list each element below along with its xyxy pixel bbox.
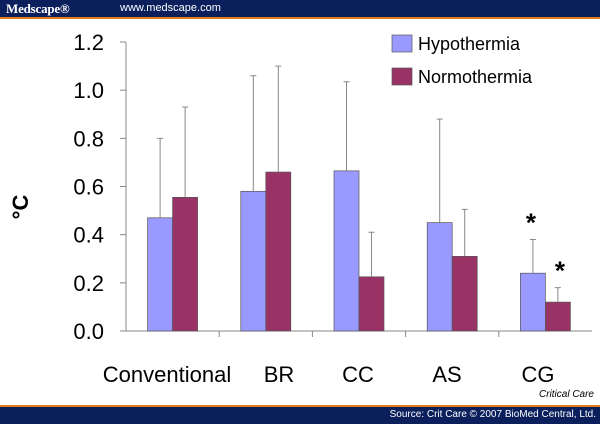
bar-hypothermia — [520, 272, 546, 332]
legend: Hypothermia Normothermia — [391, 34, 533, 87]
legend-swatch-normothermia — [391, 67, 413, 86]
bar-hypothermia — [426, 222, 453, 332]
y-tick-label: 0.0 — [73, 319, 104, 344]
x-tick-label: CG — [522, 362, 555, 387]
bar-normothermia — [451, 255, 478, 332]
y-tick-label: 0.8 — [73, 126, 104, 151]
bar-normothermia — [172, 196, 198, 332]
x-tick-label: AS — [432, 362, 461, 387]
footer-bar: Source: Crit Care © 2007 BioMed Central,… — [0, 405, 600, 424]
significance-asterisk: * — [555, 256, 566, 286]
x-tick-label: CC — [342, 362, 374, 387]
significance-asterisk: * — [526, 207, 537, 237]
y-axis-label: °C — [8, 195, 33, 220]
legend-label: Hypothermia — [418, 34, 521, 54]
journal-name: Critical Care — [538, 389, 594, 400]
y-tick-label: 0.6 — [73, 175, 104, 200]
bar-hypothermia — [333, 170, 360, 332]
source-credit: Source: Crit Care © 2007 BioMed Central,… — [389, 409, 596, 420]
brand-logo: Medscape® — [6, 1, 70, 16]
bar-normothermia — [265, 171, 292, 332]
legend-swatch-hypothermia — [391, 34, 413, 53]
x-tick-label: BR — [264, 362, 295, 387]
y-tick-label: 0.4 — [73, 223, 104, 248]
bar-hypothermia — [240, 190, 267, 332]
y-tick-label: 0.2 — [73, 271, 104, 296]
site-url: www.medscape.com — [120, 2, 221, 14]
bar-normothermia — [358, 276, 385, 332]
y-tick-label: 1.2 — [73, 30, 104, 55]
x-tick-label: Conventional — [103, 362, 231, 387]
plot-area: 0.0 0.2 0.4 0.6 0.8 1.0 1.2 Conventional BR CC AS C… — [73, 30, 592, 387]
bar-hypothermia — [147, 217, 173, 332]
legend-label: Normothermia — [418, 67, 533, 87]
header-bar: Medscape® www.medscape.com — [0, 0, 600, 19]
y-tick-label: 1.0 — [73, 78, 104, 103]
bar-normothermia — [545, 301, 571, 332]
